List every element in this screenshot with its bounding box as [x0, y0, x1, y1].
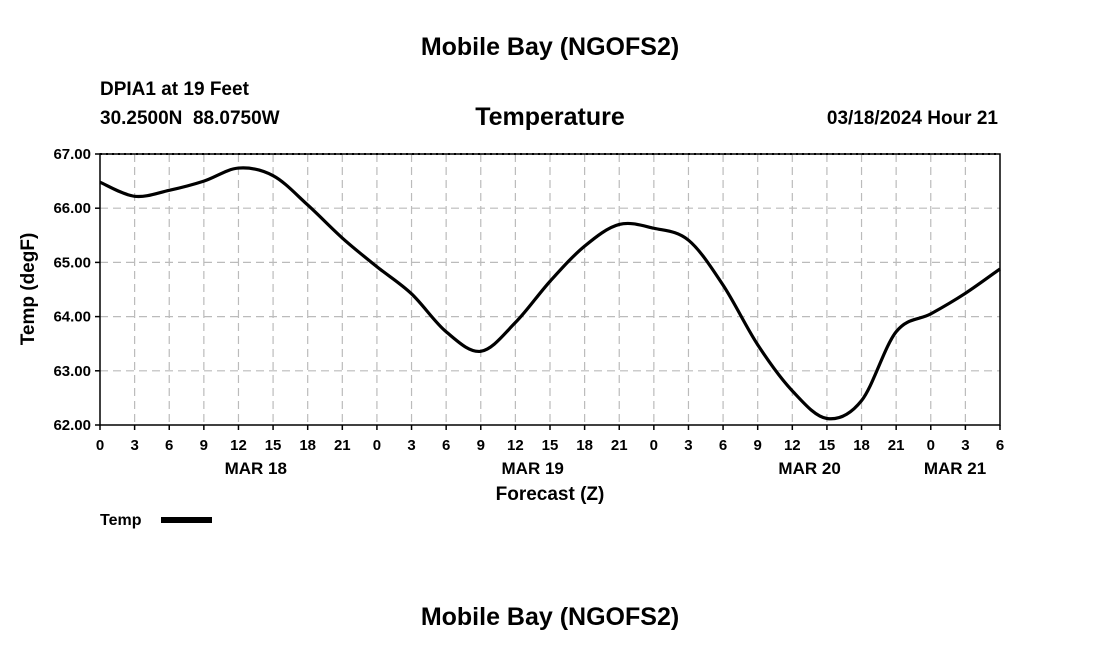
x-tick-label: 3 [407, 437, 415, 454]
x-tick-label: 21 [888, 437, 905, 454]
x-tick-label: 21 [334, 437, 351, 454]
y-tick-label: 66.00 [53, 200, 91, 217]
forecast-timestamp: 03/18/2024 Hour 21 [827, 108, 999, 129]
x-tick-label: 3 [961, 437, 969, 454]
x-date-label: MAR 18 [225, 459, 287, 478]
x-date-label: MAR 20 [778, 459, 840, 478]
x-tick-label: 15 [542, 437, 559, 454]
x-tick-label: 15 [819, 437, 836, 454]
y-tick-label: 63.00 [53, 363, 91, 380]
y-tick-label: 67.00 [53, 146, 91, 163]
grid [100, 153, 1000, 425]
y-axis: 62.00 63.00 64.00 65.00 66.00 67.00 [53, 146, 100, 434]
x-tick-label: 18 [299, 437, 316, 454]
station-coordinates: 30.2500N 88.0750W [100, 108, 280, 129]
x-tick-label: 18 [853, 437, 870, 454]
x-tick-label: 21 [611, 437, 628, 454]
x-date-label: MAR 21 [924, 459, 986, 478]
x-tick-label: 9 [200, 437, 208, 454]
x-tick-label: 18 [576, 437, 593, 454]
x-tick-label: 15 [265, 437, 282, 454]
x-tick-label: 12 [784, 437, 801, 454]
x-axis-label: Forecast (Z) [496, 484, 605, 505]
footer-title: Mobile Bay (NGOFS2) [421, 603, 679, 631]
x-tick-label: 3 [684, 437, 692, 454]
x-tick-label: 9 [754, 437, 762, 454]
y-tick-label: 62.00 [53, 417, 91, 434]
x-date-label: MAR 19 [502, 459, 564, 478]
y-tick-label: 64.00 [53, 309, 91, 326]
temp-series-line [99, 166, 1001, 421]
legend-label: Temp [100, 512, 142, 529]
x-tick-label: 12 [507, 437, 524, 454]
x-axis: 0 3 6 9 12 15 18 21 0 3 6 9 12 15 18 21 0 3 6 9 12 15 18 21 0 3 6M… [96, 425, 1004, 478]
x-tick-label: 0 [96, 437, 104, 454]
chart-subtitle: Temperature [475, 103, 625, 131]
y-tick-label: 65.00 [53, 254, 91, 271]
plot-frame [99, 153, 1001, 426]
x-tick-label: 0 [373, 437, 381, 454]
x-tick-label: 6 [719, 437, 727, 454]
x-tick-label: 3 [130, 437, 138, 454]
station-label: DPIA1 at 19 Feet [100, 79, 250, 100]
x-tick-label: 12 [230, 437, 247, 454]
x-tick-label: 0 [927, 437, 935, 454]
x-tick-label: 9 [477, 437, 485, 454]
x-tick-label: 6 [996, 437, 1004, 454]
chart-title: Mobile Bay (NGOFS2) [421, 33, 679, 61]
plot-series [99, 166, 1001, 421]
x-tick-label: 6 [442, 437, 450, 454]
x-tick-label: 0 [650, 437, 658, 454]
y-axis-label: Temp (degF) [18, 233, 39, 346]
legend: Temp [100, 512, 212, 529]
x-tick-label: 6 [165, 437, 173, 454]
